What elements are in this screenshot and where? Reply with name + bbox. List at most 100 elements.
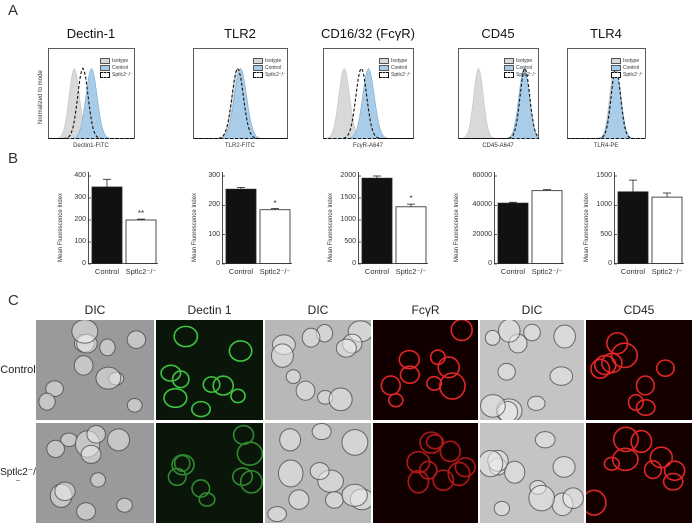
micrograph-cell (265, 320, 371, 420)
cell-shape (95, 366, 122, 390)
cell-shape (426, 375, 443, 391)
cell-shape (86, 425, 106, 444)
cell-shape (635, 398, 656, 417)
micrograph-image (36, 423, 154, 523)
cell-shape (606, 331, 629, 355)
bar-ylabel: Mean Fluorescence Index (192, 192, 198, 262)
micrograph-cell (480, 320, 584, 420)
cell-shape (480, 394, 506, 418)
cell-shape (163, 387, 188, 409)
bar-sptlc2 (651, 196, 683, 264)
significance-mark: * (409, 194, 413, 204)
y-tick-label: 0 (488, 260, 492, 267)
legend-swatch (379, 72, 389, 78)
cell-shape (239, 469, 263, 494)
legend-label: Sptlc2⁻/⁻ (516, 72, 537, 78)
x-category-label: Sptlc2⁻/⁻ (531, 267, 563, 276)
micrograph-column-title: DIC (307, 303, 329, 317)
cell-shape (437, 356, 461, 379)
legend-swatch (504, 58, 514, 64)
cell-shape (484, 329, 501, 346)
cell-shape (198, 492, 216, 507)
cell-shape (663, 460, 686, 482)
cell-shape (419, 431, 444, 454)
sptlc2-curve (323, 67, 414, 140)
bar-control (91, 186, 123, 264)
cell-shape (612, 426, 639, 453)
y-tick-label: 0 (352, 260, 356, 267)
cell-shape (232, 424, 255, 446)
bar-chart-svg (358, 172, 428, 265)
cell-shape (212, 375, 235, 396)
legend-label: Sptlc2⁻/⁻ (112, 72, 133, 78)
legend-entry: Sptlc2⁻/⁻ (379, 72, 412, 78)
y-tick-label: 0 (82, 260, 86, 267)
cell-shape (279, 428, 302, 452)
micrograph-cell (586, 320, 692, 420)
cell-shape (447, 461, 471, 487)
bar-ylabel: Mean Fluorescence Index (328, 192, 334, 262)
y-tick-label: 20000 (472, 230, 492, 238)
bar-chart-svg (222, 172, 292, 265)
micrograph-cell (373, 320, 478, 420)
y-tick-label: 0 (608, 260, 612, 267)
micrograph-cell (373, 423, 478, 523)
histogram-legend: Isotype Control Sptlc2⁻/⁻ (253, 58, 287, 80)
cell-shape (107, 428, 131, 452)
histogram-plot (48, 48, 136, 145)
cell-shape (523, 323, 541, 342)
cell-shape (432, 469, 455, 492)
y-tick-label: 400 (74, 172, 86, 179)
micrograph-image (373, 320, 478, 420)
y-tick-label: 0 (216, 260, 220, 267)
cell-shape (552, 456, 576, 478)
y-tick-label: 40000 (472, 201, 492, 209)
cell-shape (285, 369, 301, 385)
bar-chart (358, 172, 430, 271)
x-category-label: Control (228, 267, 254, 276)
cell-shape (171, 454, 195, 476)
x-category-label: Control (500, 267, 526, 276)
cell-shape (99, 338, 116, 357)
y-tick-label: 1500 (596, 172, 612, 179)
legend-label: Control (391, 65, 408, 71)
cell-shape (398, 349, 421, 370)
legend-swatch (504, 65, 514, 71)
legend-label: Isotype (265, 58, 282, 64)
histogram-legend: Isotype Control Sptlc2⁻/⁻ (611, 58, 645, 80)
micrograph-column-title: DIC (521, 303, 543, 317)
cell-shape (80, 444, 102, 464)
bar-sptlc2 (125, 219, 157, 264)
micrograph-image (586, 320, 692, 420)
cell-shape (562, 487, 584, 509)
sptlc2-curve (193, 67, 288, 140)
histogram-plot (323, 48, 415, 145)
legend-swatch (611, 72, 621, 78)
micrograph-image (480, 320, 584, 420)
histogram-title: CD45 (481, 26, 515, 41)
histogram-title: TLR2 (224, 26, 256, 41)
cell-shape (295, 380, 316, 401)
histogram-title: TLR4 (590, 26, 622, 41)
cell-shape (493, 500, 511, 517)
significance-mark: ** (137, 209, 145, 219)
cell-shape (439, 372, 466, 400)
cell-shape (228, 340, 253, 362)
legend-label: Sptlc2⁻/⁻ (391, 72, 412, 78)
micrograph-row-label: Control (0, 364, 36, 376)
cell-shape (630, 429, 653, 454)
bar-ylabel: Mean Fluorescence Index (58, 192, 64, 262)
legend-label: Sptlc2⁻/⁻ (623, 72, 644, 78)
legend-label: Isotype (112, 58, 129, 64)
micrograph-image (265, 423, 371, 523)
histogram-xlabel: TLR2-FITC (225, 143, 255, 149)
cell-shape (76, 502, 96, 521)
micrograph-column-title: DIC (84, 303, 106, 317)
legend-label: Sptlc2⁻/⁻ (265, 72, 286, 78)
y-tick-label: 300 (74, 194, 86, 201)
histogram-plot (567, 48, 647, 145)
cell-shape (450, 320, 473, 342)
y-tick-label: 500 (344, 238, 356, 245)
cell-shape (231, 467, 254, 487)
cell-shape (480, 449, 504, 478)
